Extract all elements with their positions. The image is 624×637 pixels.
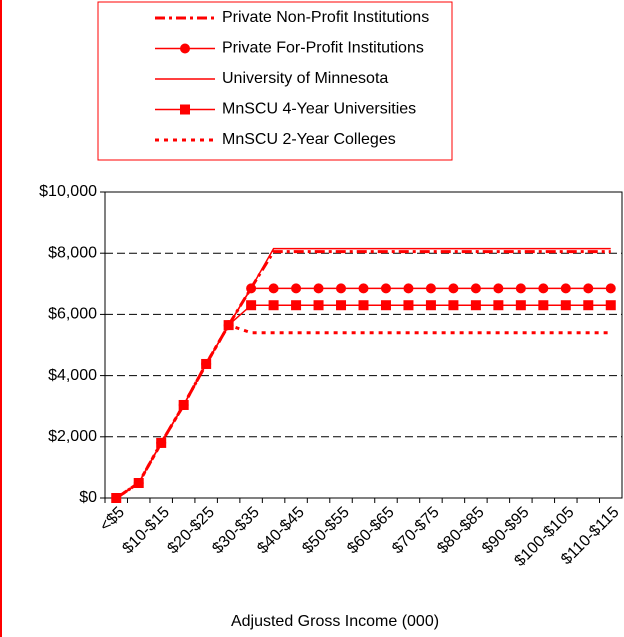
marker bbox=[425, 300, 436, 311]
x-tick-label: <$5 bbox=[97, 504, 128, 535]
y-tick-label: $2,000 bbox=[48, 428, 97, 445]
marker bbox=[291, 283, 302, 294]
marker bbox=[538, 300, 549, 311]
marker bbox=[268, 283, 279, 294]
marker bbox=[380, 300, 391, 311]
marker bbox=[470, 300, 481, 311]
legend-label: MnSCU 4-Year Universities bbox=[222, 101, 416, 118]
x-tick-label: $60-$65 bbox=[344, 504, 398, 558]
x-tick-label: $70-$75 bbox=[389, 504, 443, 558]
y-tick-label: $0 bbox=[79, 489, 97, 506]
marker bbox=[313, 300, 324, 311]
marker bbox=[583, 283, 594, 294]
x-tick-label: $20-$25 bbox=[164, 504, 218, 558]
series-line bbox=[115, 323, 611, 500]
marker bbox=[403, 283, 414, 294]
x-tick-label: $40-$45 bbox=[254, 504, 308, 558]
marker bbox=[515, 300, 526, 311]
y-tick-label: $6,000 bbox=[48, 306, 97, 323]
legend-label: Private Non-Profit Institutions bbox=[222, 9, 429, 26]
marker bbox=[336, 300, 347, 311]
x-tick-label: $80-$85 bbox=[434, 504, 488, 558]
marker bbox=[448, 300, 459, 311]
marker bbox=[358, 300, 369, 311]
marker bbox=[560, 283, 571, 294]
marker bbox=[493, 283, 504, 294]
marker bbox=[246, 300, 257, 311]
marker bbox=[538, 283, 549, 294]
marker bbox=[403, 300, 414, 311]
marker bbox=[605, 300, 616, 311]
marker bbox=[380, 283, 391, 294]
x-tick-label: $50-$55 bbox=[299, 504, 353, 558]
legend-label: MnSCU 2-Year Colleges bbox=[222, 131, 396, 148]
marker bbox=[180, 104, 190, 115]
marker bbox=[583, 300, 594, 311]
marker bbox=[313, 283, 324, 294]
x-axis-title: Adjusted Gross Income (000) bbox=[231, 613, 439, 630]
legend-label: University of Minnesota bbox=[222, 70, 388, 87]
marker bbox=[336, 283, 347, 294]
marker bbox=[180, 43, 190, 54]
marker bbox=[493, 300, 504, 311]
marker bbox=[291, 300, 302, 311]
marker bbox=[605, 283, 616, 294]
marker bbox=[470, 283, 481, 294]
marker bbox=[425, 283, 436, 294]
marker bbox=[515, 283, 526, 294]
legend-label: Private For-Profit Institutions bbox=[222, 40, 424, 57]
marker bbox=[268, 300, 279, 311]
legend-box bbox=[97, 1, 453, 161]
y-tick-label: $4,000 bbox=[48, 367, 97, 384]
x-tick-label: $30-$35 bbox=[209, 504, 263, 558]
y-tick-label: $8,000 bbox=[48, 244, 97, 261]
marker bbox=[448, 283, 459, 294]
marker bbox=[560, 300, 571, 311]
y-tick-label: $10,000 bbox=[39, 183, 97, 200]
x-tick-label: $10-$15 bbox=[119, 504, 173, 558]
plot-frame bbox=[104, 191, 623, 499]
marker bbox=[358, 283, 369, 294]
